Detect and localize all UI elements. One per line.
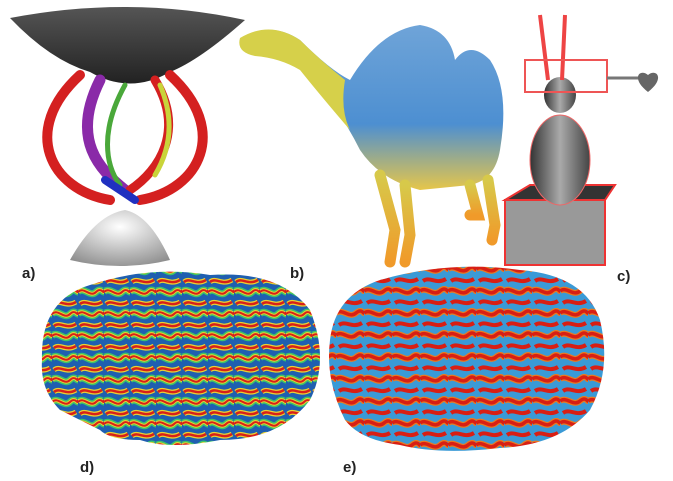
model-a [10, 6, 245, 266]
panel-label: b) [290, 265, 304, 282]
model-c [501, 14, 659, 266]
panel-label: e) [343, 459, 356, 476]
brain-d [41, 271, 321, 445]
panel-label: d) [80, 459, 94, 476]
panel-label: a) [22, 265, 35, 282]
panel-label: c) [617, 268, 630, 285]
brain-e [329, 266, 605, 451]
model-b [239, 25, 504, 268]
